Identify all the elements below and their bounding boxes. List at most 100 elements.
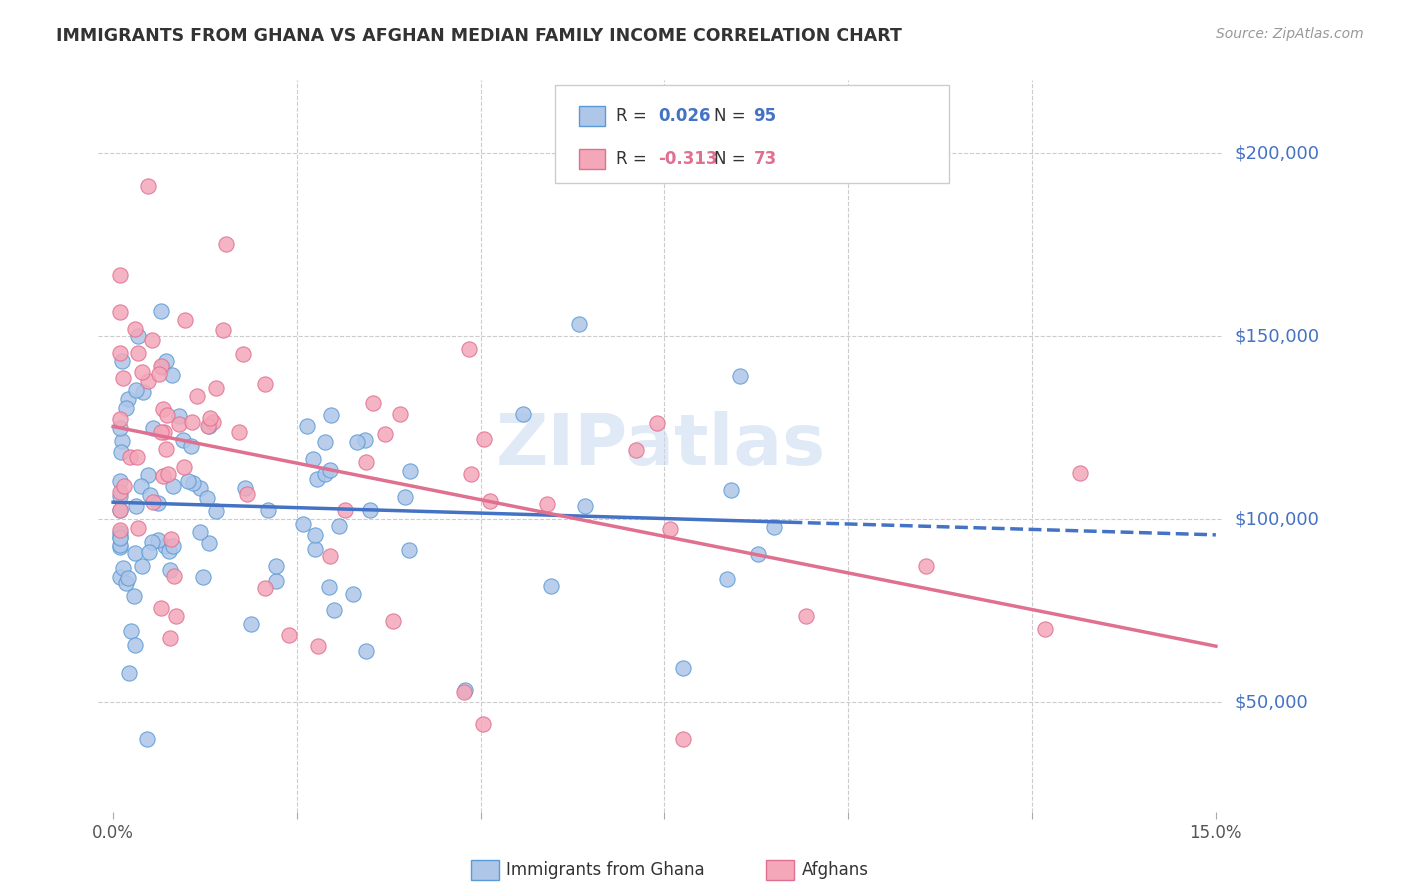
Point [359, 503, 381, 517]
Point [150, 359, 173, 374]
Point [672, 661, 695, 675]
Point [295, 418, 318, 433]
Point [314, 435, 336, 450]
Point [112, 370, 135, 384]
Point [174, 313, 197, 327]
Point [398, 464, 420, 478]
Text: N =: N = [714, 107, 751, 125]
Point [747, 548, 769, 562]
Point [111, 353, 134, 368]
Point [233, 482, 256, 496]
Point [180, 439, 202, 453]
Point [155, 539, 177, 553]
Point [264, 558, 287, 573]
Point [155, 354, 177, 368]
Point [181, 475, 204, 490]
Point [304, 541, 326, 556]
Point [454, 683, 477, 698]
Point [127, 521, 149, 535]
Point [257, 503, 280, 517]
Point [374, 427, 396, 442]
Point [228, 425, 250, 440]
Point [472, 432, 495, 446]
Point [111, 434, 134, 449]
Point [304, 528, 326, 542]
Point [110, 523, 132, 537]
Point [110, 412, 132, 426]
Point [131, 365, 153, 379]
Point [141, 333, 163, 347]
Text: Immigrants from Ghana: Immigrants from Ghana [506, 861, 704, 879]
Point [112, 479, 135, 493]
Point [149, 304, 172, 318]
Point [152, 468, 174, 483]
Point [394, 490, 416, 504]
Point [110, 475, 132, 489]
Point [115, 401, 138, 415]
Text: N =: N = [714, 150, 751, 168]
Point [149, 359, 172, 373]
Point [716, 572, 738, 586]
Text: R =: R = [616, 150, 652, 168]
Point [356, 455, 378, 469]
Text: R =: R = [616, 107, 652, 125]
Point [181, 415, 204, 429]
Point [139, 488, 162, 502]
Point [188, 525, 211, 540]
Point [157, 544, 180, 558]
Point [167, 417, 190, 431]
Point [730, 369, 752, 384]
Text: Afghans: Afghans [801, 861, 869, 879]
Point [118, 450, 141, 464]
Point [354, 433, 377, 447]
Point [155, 442, 177, 456]
Point [354, 644, 377, 658]
Point [110, 305, 132, 319]
Point [110, 530, 132, 544]
Point [382, 614, 405, 628]
Point [153, 425, 176, 439]
Point [307, 640, 329, 654]
Point [124, 322, 146, 336]
Point [292, 517, 315, 532]
Point [156, 408, 179, 422]
Point [1033, 622, 1056, 636]
Point [117, 392, 139, 406]
Point [200, 411, 222, 425]
Point [763, 519, 786, 533]
Point [125, 500, 148, 514]
Point [540, 579, 562, 593]
Point [794, 609, 817, 624]
Point [471, 717, 494, 731]
Point [201, 415, 224, 429]
Point [671, 731, 693, 746]
Point [361, 396, 384, 410]
Text: 0.026: 0.026 [658, 107, 710, 125]
Point [110, 503, 132, 517]
Point [163, 568, 186, 582]
Point [398, 542, 420, 557]
Point [253, 581, 276, 595]
Point [1069, 466, 1091, 480]
Point [457, 342, 479, 356]
Point [198, 536, 221, 550]
Point [110, 531, 132, 545]
Point [162, 479, 184, 493]
Point [319, 408, 342, 422]
Point [159, 532, 181, 546]
Point [127, 328, 149, 343]
Point [479, 494, 502, 508]
Point [142, 495, 165, 509]
Point [110, 345, 132, 359]
Point [146, 533, 169, 547]
Text: $200,000: $200,000 [1234, 145, 1319, 162]
Point [148, 367, 170, 381]
Point [342, 586, 364, 600]
Point [110, 540, 132, 554]
Point [186, 388, 208, 402]
Point [240, 617, 263, 632]
Point [159, 562, 181, 576]
Point [346, 434, 368, 449]
Text: $100,000: $100,000 [1234, 510, 1319, 528]
Point [138, 545, 160, 559]
